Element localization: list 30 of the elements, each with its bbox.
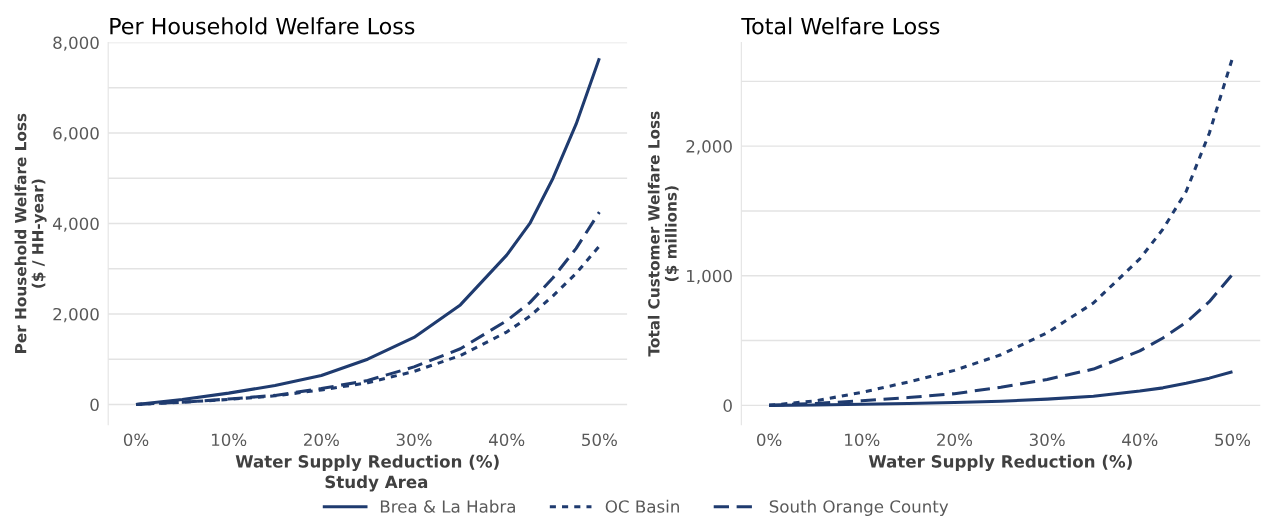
chart-title: Per Household Welfare Loss	[110, 17, 415, 35]
legend-title: Study Area	[325, 475, 428, 492]
x-axis-title: Water Supply Reduction (%)	[868, 454, 1132, 472]
x-axis-title: Water Supply Reduction (%)	[235, 454, 499, 472]
x-tick-label: 20%	[304, 433, 339, 447]
x-tick-label: 10%	[211, 433, 247, 447]
y-tick-label: 8,000	[53, 36, 99, 51]
y-tick-label: 4,000	[52, 217, 99, 232]
y-tick-label: 0	[723, 399, 732, 412]
x-tick-label: 10%	[845, 433, 880, 447]
y-tick-label: 2,000	[53, 307, 99, 323]
y-axis-title: Per Household Welfare Loss ($ / HH-year)	[14, 113, 47, 353]
chart-title: Total Welfare Loss	[741, 17, 940, 35]
x-tick-label: 0%	[757, 433, 782, 447]
x-tick-label: 40%	[488, 433, 525, 447]
x-tick-label: 20%	[937, 433, 973, 447]
legend-label: South Orange County	[769, 499, 949, 516]
x-tick-label: 40%	[1122, 433, 1158, 447]
y-axis-title: Total Customer Welfare Loss ($ millions)	[647, 111, 679, 357]
y-tick-label: 0	[90, 398, 99, 412]
y-tick-label: 1,000	[687, 269, 732, 285]
y-tick-label: 6,000	[53, 126, 99, 142]
legend-label: OC Basin	[605, 499, 679, 513]
x-tick-label: 50%	[582, 433, 617, 447]
legend-label: Brea & La Habra	[380, 499, 515, 513]
x-tick-label: 50%	[1215, 433, 1251, 447]
x-tick-label: 30%	[1029, 433, 1065, 447]
x-tick-label: 30%	[396, 433, 432, 447]
y-tick-label: 2,000	[686, 140, 732, 155]
x-tick-label: 0%	[123, 433, 149, 447]
